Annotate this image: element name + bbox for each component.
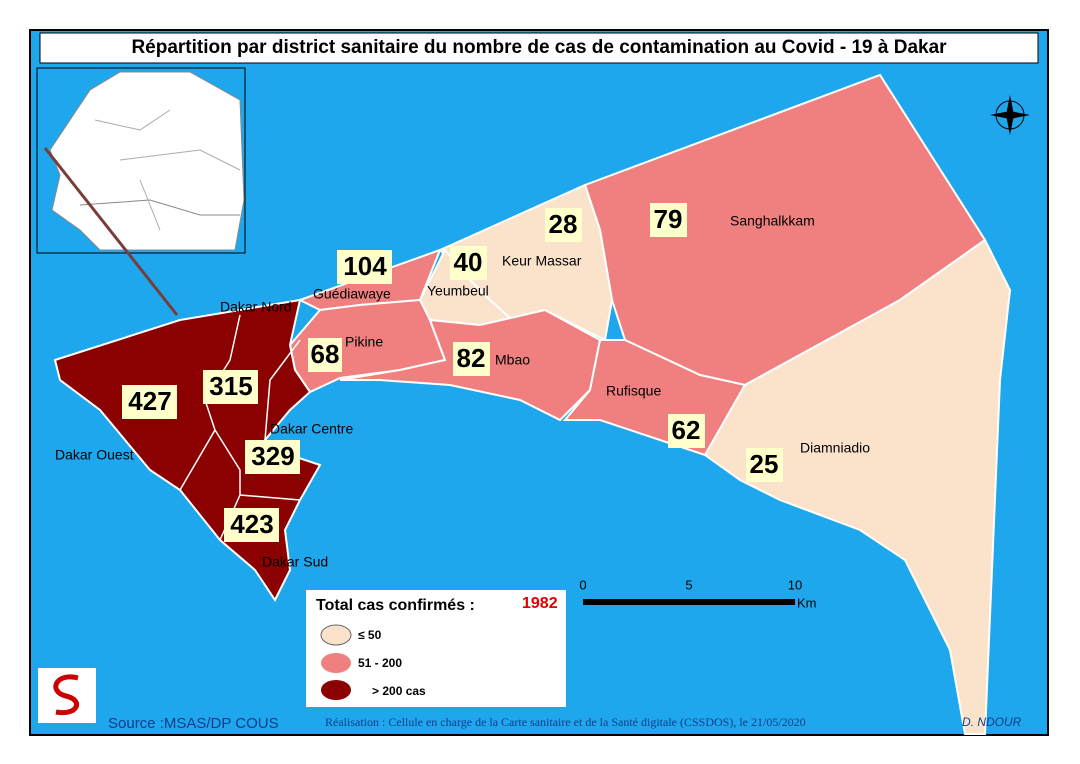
district-count: 82 — [457, 343, 486, 373]
inset-arrow — [43, 147, 179, 316]
title-box — [39, 32, 1039, 64]
count-box — [122, 385, 177, 419]
inset-country — [49, 71, 245, 251]
count-box — [337, 250, 392, 284]
district-name: Sanghalkkam — [730, 213, 815, 229]
legend-swatch — [320, 624, 352, 646]
count-box — [746, 448, 783, 482]
district-count: 79 — [654, 204, 683, 234]
district-count: 68 — [311, 339, 340, 369]
scale-tick: 5 — [685, 577, 692, 592]
district-name: Mbao — [495, 352, 530, 368]
count-box — [245, 440, 300, 474]
scale-bar: 0 5 10 Km — [579, 577, 816, 610]
district-count: 62 — [672, 415, 701, 445]
compass-rose — [990, 95, 1030, 135]
diamniadio — [703, 238, 1012, 735]
source: Source :MSAS/DP COUS — [108, 715, 279, 732]
district-name: Keur Massar — [502, 253, 582, 269]
count-box — [224, 508, 279, 542]
district-count: 315 — [209, 371, 252, 401]
total-label: Total cas confirmés : — [316, 597, 475, 614]
count-box — [453, 342, 490, 376]
author: D. NDOUR — [962, 715, 1022, 729]
inset — [36, 67, 246, 316]
count-box — [203, 370, 258, 404]
district-name: Dakar Sud — [262, 554, 328, 570]
title: Répartition par district sanitaire du no… — [131, 37, 947, 58]
district-count: 104 — [343, 251, 387, 281]
credit: Réalisation : Cellule en charge de la Ca… — [325, 715, 806, 729]
legend-label: > 200 cas — [372, 684, 426, 698]
scale-tick: 0 — [579, 577, 586, 592]
count-box — [450, 246, 487, 280]
inset-regions — [94, 109, 241, 231]
district-name: Guédiawaye — [313, 286, 391, 302]
district-count: 25 — [750, 449, 779, 479]
district-count: 423 — [230, 509, 273, 539]
district-count: 40 — [454, 247, 483, 277]
total-value: 1982 — [522, 595, 558, 612]
district-name: Rufisque — [606, 383, 661, 399]
district-name: Dakar Centre — [270, 421, 353, 437]
scale-unit: Km — [797, 595, 817, 610]
labels: Dakar Ouest 427 Dakar Nord 315 Dakar Cen… — [55, 203, 870, 570]
district-name: Pikine — [345, 334, 383, 350]
district-name: Dakar Ouest — [55, 447, 134, 463]
count-box — [650, 203, 687, 237]
legend-label: 51 - 200 — [358, 656, 402, 670]
scale-tick: 10 — [788, 577, 802, 592]
district-name: Yeumbeul — [427, 283, 489, 299]
count-box — [308, 338, 342, 372]
district-name: Dakar Nord — [220, 299, 292, 315]
logo — [38, 668, 96, 723]
scale-line — [583, 599, 795, 605]
legend-swatch — [321, 680, 351, 700]
district-count: 329 — [251, 441, 294, 471]
compass — [990, 95, 1030, 135]
legend-swatch — [321, 653, 351, 673]
legend-label: ≤ 50 — [358, 628, 382, 642]
count-box — [668, 414, 705, 448]
inset-border — [79, 199, 240, 216]
district-count: 427 — [128, 386, 171, 416]
district-name: Diamniadio — [800, 440, 870, 456]
count-box — [545, 208, 582, 242]
logo-mark — [53, 674, 80, 716]
legend: Total cas confirmés : 1982 ≤ 50 51 - 200… — [306, 590, 566, 707]
district-count: 28 — [549, 209, 578, 239]
